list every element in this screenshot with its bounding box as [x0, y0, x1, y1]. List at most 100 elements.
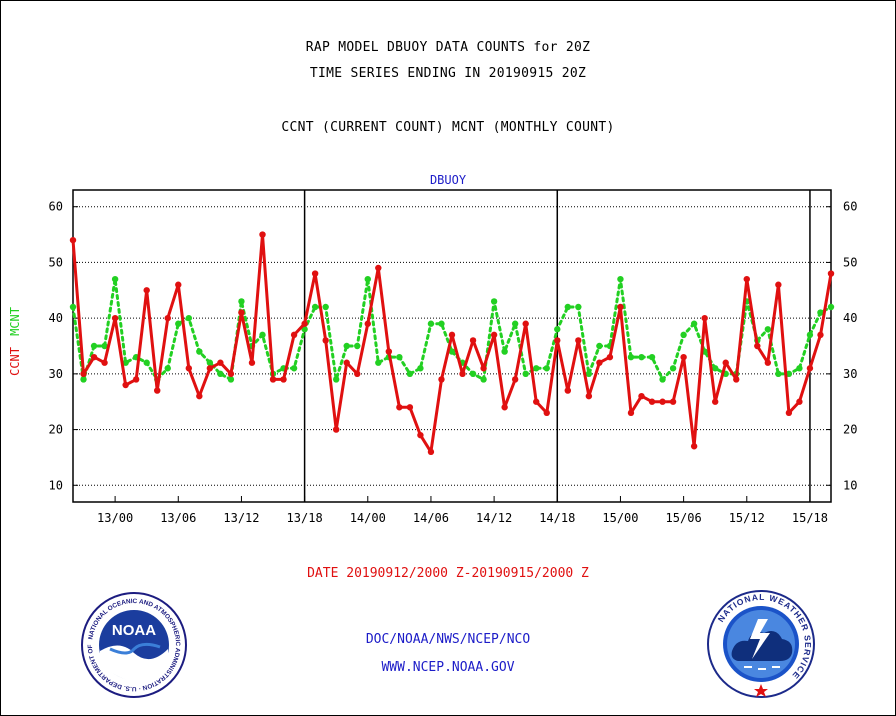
data-point-ccnt	[343, 359, 350, 366]
y-tick-label-left: 30	[49, 367, 63, 381]
chart-series-description: CCNT (CURRENT COUNT) MCNT (MONTHLY COUNT…	[281, 120, 615, 135]
data-point-ccnt	[722, 359, 729, 366]
chart-subtitle-time-series: TIME SERIES ENDING IN 20190915 20Z	[309, 66, 587, 81]
data-point-ccnt	[743, 275, 750, 283]
data-point-mcnt	[543, 365, 550, 372]
data-point-mcnt	[259, 331, 266, 339]
data-point-ccnt	[680, 353, 687, 361]
x-tick-label: 14/06	[413, 511, 449, 525]
data-point-ccnt	[80, 370, 87, 378]
data-point-ccnt	[385, 348, 393, 355]
data-point-ccnt	[585, 392, 593, 400]
data-point-ccnt	[438, 376, 445, 383]
data-point-ccnt	[490, 331, 498, 339]
data-point-mcnt	[311, 303, 319, 311]
data-point-mcnt	[522, 370, 529, 378]
data-point-mcnt	[122, 359, 129, 366]
data-point-ccnt	[659, 398, 666, 405]
data-point-mcnt	[238, 298, 245, 305]
data-point-ccnt	[711, 398, 719, 405]
y-tick-label-right: 50	[843, 255, 857, 269]
data-point-mcnt	[690, 320, 698, 327]
data-point-mcnt	[711, 365, 719, 372]
data-point-mcnt	[80, 376, 87, 383]
data-point-mcnt	[375, 359, 382, 366]
footer-org-path: DOC/NOAA/NWS/NCEP/NCO	[365, 632, 531, 647]
data-point-mcnt	[143, 359, 150, 366]
data-point-mcnt	[680, 331, 687, 339]
footer-website[interactable]: WWW.NCEP.NOAA.GOV	[381, 660, 515, 675]
data-point-ccnt	[217, 359, 224, 366]
data-point-ccnt	[143, 287, 150, 294]
data-point-ccnt	[533, 398, 540, 405]
data-point-ccnt	[154, 387, 161, 394]
data-point-mcnt	[185, 314, 193, 322]
data-point-ccnt	[332, 426, 340, 433]
data-point-mcnt	[596, 342, 603, 350]
x-tick-label: 15/12	[729, 511, 765, 525]
data-point-ccnt	[375, 264, 382, 272]
data-point-mcnt	[111, 275, 119, 283]
x-tick-label: 13/06	[160, 511, 196, 525]
data-point-ccnt	[575, 337, 582, 344]
data-point-mcnt	[322, 303, 329, 311]
data-point-ccnt	[827, 270, 835, 277]
data-point-mcnt	[90, 342, 98, 350]
x-tick-label: 13/00	[97, 511, 133, 525]
data-point-mcnt	[554, 326, 561, 333]
data-point-mcnt	[511, 320, 519, 327]
x-tick-label: 14/00	[350, 511, 386, 525]
noaa-logo: NOAA NATIONAL OCEANIC AND ATMOSPHERIC AD…	[80, 591, 187, 698]
noaa-logo-text: NOAA	[112, 622, 156, 639]
data-point-ccnt	[111, 314, 119, 322]
data-point-mcnt	[448, 348, 456, 355]
x-tick-label: 13/18	[287, 511, 323, 525]
data-point-mcnt	[533, 365, 540, 372]
data-point-mcnt	[827, 303, 835, 311]
data-point-ccnt	[301, 320, 308, 327]
data-point-ccnt	[417, 431, 424, 439]
data-point-mcnt	[564, 303, 572, 311]
x-tick-label: 14/12	[476, 511, 512, 525]
data-point-ccnt	[733, 376, 740, 383]
data-point-ccnt	[406, 404, 414, 411]
data-point-ccnt	[511, 376, 519, 383]
x-tick-label: 13/12	[223, 511, 259, 525]
data-point-ccnt	[164, 314, 171, 322]
data-point-ccnt	[817, 331, 824, 339]
y-tick-label-left: 50	[49, 255, 63, 269]
data-point-mcnt	[627, 353, 635, 361]
plot-area	[72, 189, 832, 503]
data-point-ccnt	[122, 381, 129, 389]
data-point-mcnt	[796, 365, 803, 372]
data-point-ccnt	[185, 365, 193, 372]
data-point-ccnt	[754, 342, 761, 350]
data-point-ccnt	[227, 370, 235, 378]
data-point-ccnt	[69, 236, 77, 244]
data-point-mcnt	[659, 376, 666, 383]
data-point-ccnt	[280, 376, 287, 383]
data-point-ccnt	[427, 448, 435, 456]
data-point-ccnt	[364, 320, 371, 327]
data-point-mcnt	[396, 353, 403, 361]
data-point-mcnt	[290, 365, 298, 372]
data-point-mcnt	[175, 320, 182, 327]
y-tick-label-right: 30	[843, 367, 857, 381]
data-point-mcnt	[638, 353, 645, 361]
data-point-ccnt	[480, 365, 487, 372]
data-point-ccnt	[322, 337, 329, 344]
data-point-ccnt	[469, 337, 477, 344]
data-point-ccnt	[448, 331, 456, 339]
data-point-ccnt	[501, 404, 508, 411]
x-tick-label: 15/00	[602, 511, 638, 525]
data-point-ccnt	[196, 392, 203, 400]
data-point-mcnt	[480, 376, 487, 383]
data-point-ccnt	[606, 353, 614, 361]
data-point-mcnt	[101, 342, 108, 350]
data-point-ccnt	[764, 359, 772, 366]
data-point-ccnt	[396, 404, 403, 411]
data-point-ccnt	[796, 398, 803, 405]
data-point-mcnt	[417, 365, 424, 372]
data-point-ccnt	[90, 353, 98, 361]
